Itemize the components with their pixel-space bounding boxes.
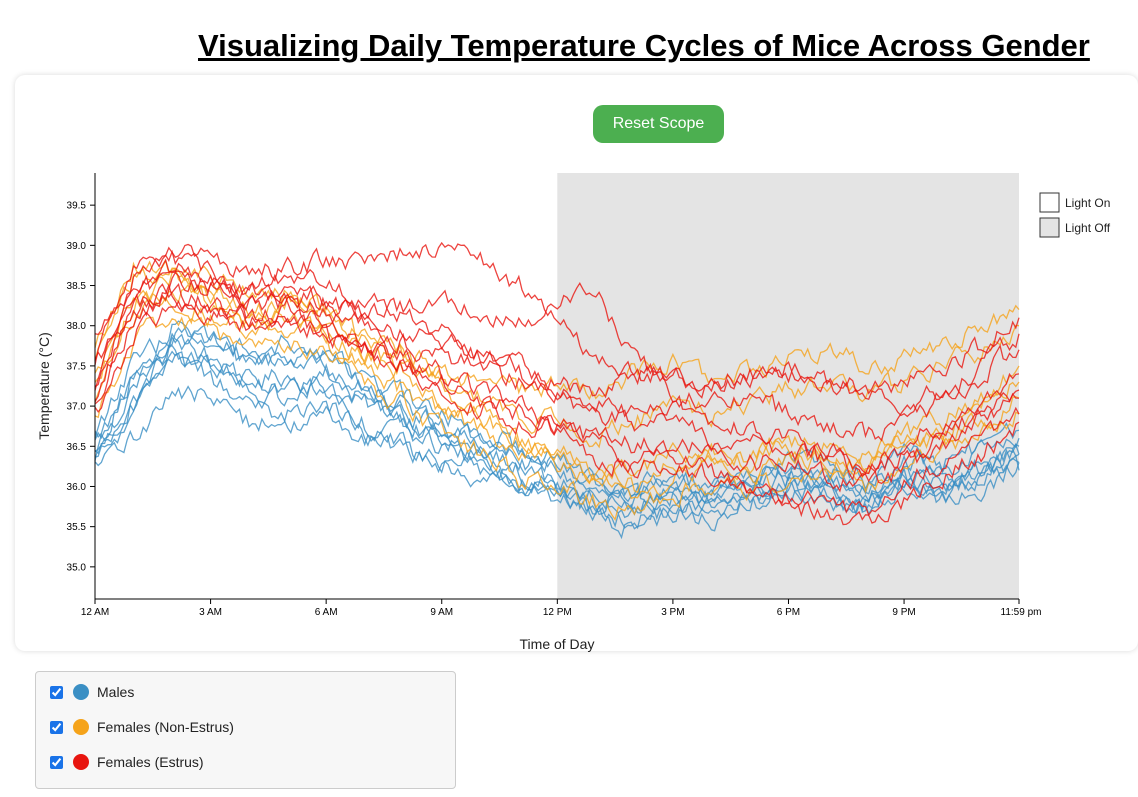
- filter-label-females-non-estrus: Females (Non-Estrus): [97, 719, 234, 735]
- filter-checkbox-females-estrus[interactable]: [50, 755, 63, 769]
- filter-dot-females-estrus: [73, 754, 89, 770]
- reset-scope-button[interactable]: Reset Scope: [593, 105, 724, 143]
- filter-row-females-estrus[interactable]: Females (Estrus): [50, 751, 204, 773]
- group-filter-panel: Males Females (Non-Estrus) Females (Estr…: [35, 671, 456, 789]
- filter-checkbox-males[interactable]: [50, 685, 63, 699]
- chart-card: [15, 75, 1138, 651]
- filter-label-females-estrus: Females (Estrus): [97, 754, 204, 770]
- filter-label-males: Males: [97, 684, 135, 700]
- filter-dot-males: [73, 684, 89, 700]
- filter-row-females-non-estrus[interactable]: Females (Non-Estrus): [50, 716, 234, 738]
- filter-row-males[interactable]: Males: [50, 681, 134, 703]
- filter-checkbox-females-non-estrus[interactable]: [50, 720, 63, 734]
- page-title: Visualizing Daily Temperature Cycles of …: [198, 28, 1090, 63]
- filter-dot-females-non-estrus: [73, 719, 89, 735]
